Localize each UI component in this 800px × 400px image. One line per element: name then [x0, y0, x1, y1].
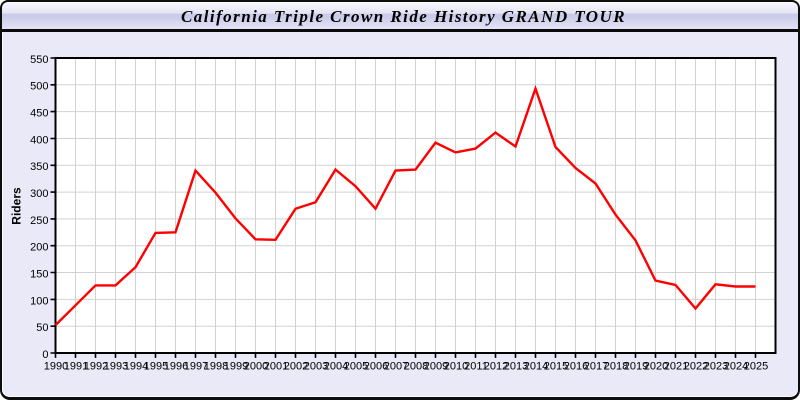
svg-text:200: 200	[30, 242, 48, 254]
svg-text:2013: 2013	[504, 361, 528, 373]
svg-text:2007: 2007	[384, 361, 408, 373]
svg-text:2021: 2021	[664, 361, 688, 373]
svg-text:450: 450	[30, 108, 48, 120]
svg-text:1998: 1998	[204, 361, 228, 373]
svg-text:50: 50	[36, 322, 48, 334]
svg-text:2006: 2006	[364, 361, 388, 373]
svg-text:400: 400	[30, 135, 48, 147]
svg-text:100: 100	[30, 296, 48, 308]
svg-text:2018: 2018	[604, 361, 628, 373]
svg-text:2003: 2003	[304, 361, 328, 373]
svg-text:550: 550	[30, 54, 48, 66]
svg-text:0: 0	[43, 349, 49, 361]
svg-text:2012: 2012	[484, 361, 508, 373]
svg-text:Riders: Riders	[10, 187, 24, 225]
svg-text:2005: 2005	[344, 361, 368, 373]
svg-text:2002: 2002	[284, 361, 308, 373]
svg-text:2016: 2016	[564, 361, 588, 373]
svg-text:1993: 1993	[104, 361, 128, 373]
svg-text:2015: 2015	[544, 361, 568, 373]
svg-text:2023: 2023	[704, 361, 728, 373]
svg-text:2017: 2017	[584, 361, 608, 373]
svg-text:1992: 1992	[84, 361, 108, 373]
svg-text:2019: 2019	[624, 361, 648, 373]
svg-text:2014: 2014	[524, 361, 548, 373]
svg-text:150: 150	[30, 269, 48, 281]
svg-text:1994: 1994	[124, 361, 148, 373]
svg-text:2025: 2025	[744, 361, 768, 373]
svg-text:2024: 2024	[724, 361, 748, 373]
svg-text:2004: 2004	[324, 361, 348, 373]
svg-text:2008: 2008	[404, 361, 428, 373]
svg-text:300: 300	[30, 188, 48, 200]
svg-text:2001: 2001	[264, 361, 288, 373]
svg-text:1995: 1995	[144, 361, 168, 373]
svg-text:1997: 1997	[184, 361, 208, 373]
svg-text:2000: 2000	[244, 361, 268, 373]
svg-text:250: 250	[30, 215, 48, 227]
svg-text:2010: 2010	[444, 361, 468, 373]
svg-text:500: 500	[30, 81, 48, 93]
svg-text:350: 350	[30, 162, 48, 174]
svg-text:1990: 1990	[44, 361, 68, 373]
svg-text:2022: 2022	[684, 361, 708, 373]
svg-text:2020: 2020	[644, 361, 668, 373]
svg-text:1996: 1996	[164, 361, 188, 373]
svg-text:1991: 1991	[64, 361, 88, 373]
svg-text:1999: 1999	[224, 361, 248, 373]
svg-text:2009: 2009	[424, 361, 448, 373]
svg-text:2011: 2011	[464, 361, 488, 373]
